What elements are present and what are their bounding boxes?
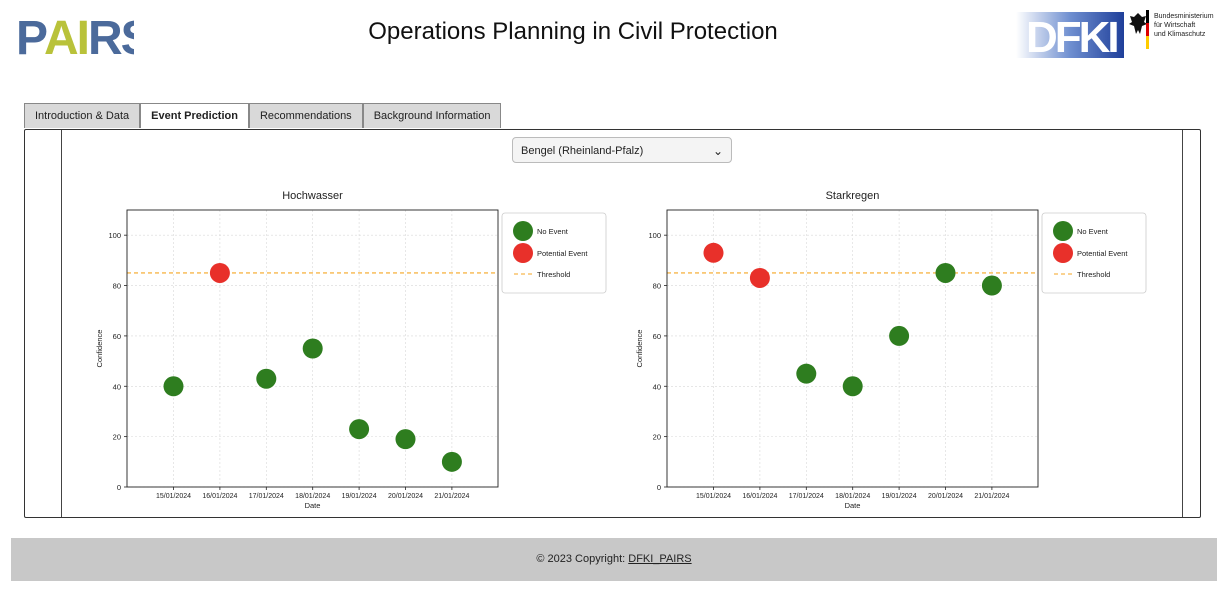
potential-event-point — [703, 242, 724, 263]
no-event-point — [163, 376, 184, 397]
y-tick-label: 0 — [117, 483, 121, 492]
svg-text:DFKI: DFKI — [1026, 13, 1117, 58]
starkregen-chart: Starkregen 0 20 40 60 80 100 15/01/2024 16/01/20… — [635, 190, 1147, 510]
svg-text:P: P — [16, 12, 47, 60]
x-axis-label: Date — [305, 501, 321, 510]
x-tick-label: 19/01/2024 — [882, 493, 917, 500]
footer-copyright: © 2023 Copyright: — [536, 553, 629, 565]
legend-potential-event-label: Potential Event — [537, 249, 588, 258]
legend-potential-event-marker — [513, 243, 533, 263]
chart-title: Hochwasser — [282, 190, 343, 202]
no-event-point — [796, 363, 817, 384]
legend-potential-event-marker — [1053, 243, 1073, 263]
legend-no-event-marker — [1053, 221, 1073, 241]
ministry-line-2: für Wirtschaft — [1154, 22, 1196, 29]
legend-no-event-label: No Event — [1077, 227, 1109, 236]
y-tick-label: 60 — [113, 332, 121, 341]
legend-potential-event-label: Potential Event — [1077, 249, 1128, 258]
x-tick-label: 15/01/2024 — [696, 493, 731, 500]
legend-no-event-marker — [513, 221, 533, 241]
header: P AI RS Operations Planning in Civil Pro… — [0, 0, 1228, 70]
pairs-logo: P AI RS — [16, 12, 134, 60]
potential-event-point — [749, 267, 770, 288]
location-select[interactable]: Bengel (Rheinland-Pfalz) ⌄ — [512, 137, 732, 163]
no-event-point — [441, 451, 462, 472]
x-tick-label: 16/01/2024 — [742, 493, 777, 500]
no-event-point — [256, 368, 277, 389]
legend-no-event-label: No Event — [537, 227, 569, 236]
no-event-point — [981, 275, 1002, 296]
tab-background-information[interactable]: Background Information — [362, 103, 502, 128]
y-tick-label: 80 — [113, 282, 121, 291]
y-tick-label: 0 — [657, 483, 661, 492]
plot-area: 0 20 40 60 80 100 15/01/2024 16/01/2024 17/01/20… — [648, 209, 1039, 500]
tab-introduction-data[interactable]: Introduction & Data — [24, 103, 141, 128]
ministry-line-1: Bundesministerium — [1154, 13, 1214, 20]
x-tick-label: 17/01/2024 — [249, 493, 284, 500]
x-tick-label: 20/01/2024 — [928, 493, 963, 500]
y-tick-label: 40 — [653, 382, 661, 391]
x-tick-label: 21/01/2024 — [974, 493, 1009, 500]
x-tick-label: 20/01/2024 — [388, 493, 423, 500]
eagle-icon — [1129, 10, 1149, 49]
x-tick-label: 17/01/2024 — [789, 493, 824, 500]
svg-text:AI: AI — [44, 12, 88, 60]
location-select-value: Bengel (Rheinland-Pfalz) — [521, 145, 644, 157]
tab-bar: Introduction & Data Event Prediction Rec… — [24, 103, 502, 129]
app-title: Operations Planning in Civil Protection — [368, 18, 778, 45]
x-tick-label: 18/01/2024 — [835, 493, 870, 500]
chart-legend: No Event Potential Event Threshold — [501, 212, 607, 294]
no-event-point — [349, 419, 370, 440]
plot-area: 0 20 40 60 80 100 15/01/2024 16/01/2024 17/01/20… — [108, 209, 499, 500]
x-tick-label: 18/01/2024 — [295, 493, 330, 500]
y-tick-label: 100 — [648, 231, 661, 240]
footer-link[interactable]: DFKI_PAIRS — [628, 553, 692, 565]
y-tick-label: 60 — [653, 332, 661, 341]
potential-event-point — [209, 262, 230, 283]
no-event-point — [889, 325, 910, 346]
x-axis-label: Date — [845, 501, 861, 510]
y-tick-label: 80 — [653, 282, 661, 291]
y-axis-label: Confidence — [95, 330, 104, 368]
ministry-name: Bundesministerium für Wirtschaft und Kli… — [1154, 12, 1214, 39]
y-tick-label: 40 — [113, 382, 121, 391]
no-event-point — [935, 262, 956, 283]
legend-threshold-label: Threshold — [1077, 270, 1110, 279]
panel-divider-left — [61, 130, 62, 517]
y-tick-label: 100 — [108, 231, 121, 240]
no-event-point — [842, 376, 863, 397]
footer: © 2023 Copyright: DFKI_PAIRS — [11, 538, 1217, 581]
chevron-down-icon: ⌄ — [712, 144, 723, 158]
x-tick-label: 15/01/2024 — [156, 493, 191, 500]
tab-recommendations[interactable]: Recommendations — [248, 103, 363, 128]
hochwasser-chart: Hochwasser 0 20 40 60 80 100 15/01/2024 16/01/20… — [95, 190, 607, 510]
x-tick-label: 19/01/2024 — [342, 493, 377, 500]
dfki-logo: DFKI — [1016, 12, 1124, 58]
x-tick-label: 16/01/2024 — [202, 493, 237, 500]
panel-divider-right — [1182, 130, 1183, 517]
y-tick-label: 20 — [113, 433, 121, 442]
y-axis-label: Confidence — [635, 330, 644, 368]
event-prediction-panel: Bengel (Rheinland-Pfalz) ⌄ — [24, 129, 1201, 518]
y-tick-label: 20 — [653, 433, 661, 442]
no-event-point — [395, 429, 416, 450]
x-tick-label: 21/01/2024 — [434, 493, 469, 500]
svg-text:RS: RS — [88, 12, 134, 60]
chart-title: Starkregen — [826, 190, 880, 202]
ministry-line-3: und Klimaschutz — [1154, 31, 1206, 38]
ministry-logo: Bundesministerium für Wirtschaft und Kli… — [1126, 10, 1226, 58]
tab-event-prediction[interactable]: Event Prediction — [140, 103, 249, 128]
legend-threshold-label: Threshold — [537, 270, 570, 279]
chart-legend: No Event Potential Event Threshold — [1041, 212, 1147, 294]
no-event-point — [302, 338, 323, 359]
